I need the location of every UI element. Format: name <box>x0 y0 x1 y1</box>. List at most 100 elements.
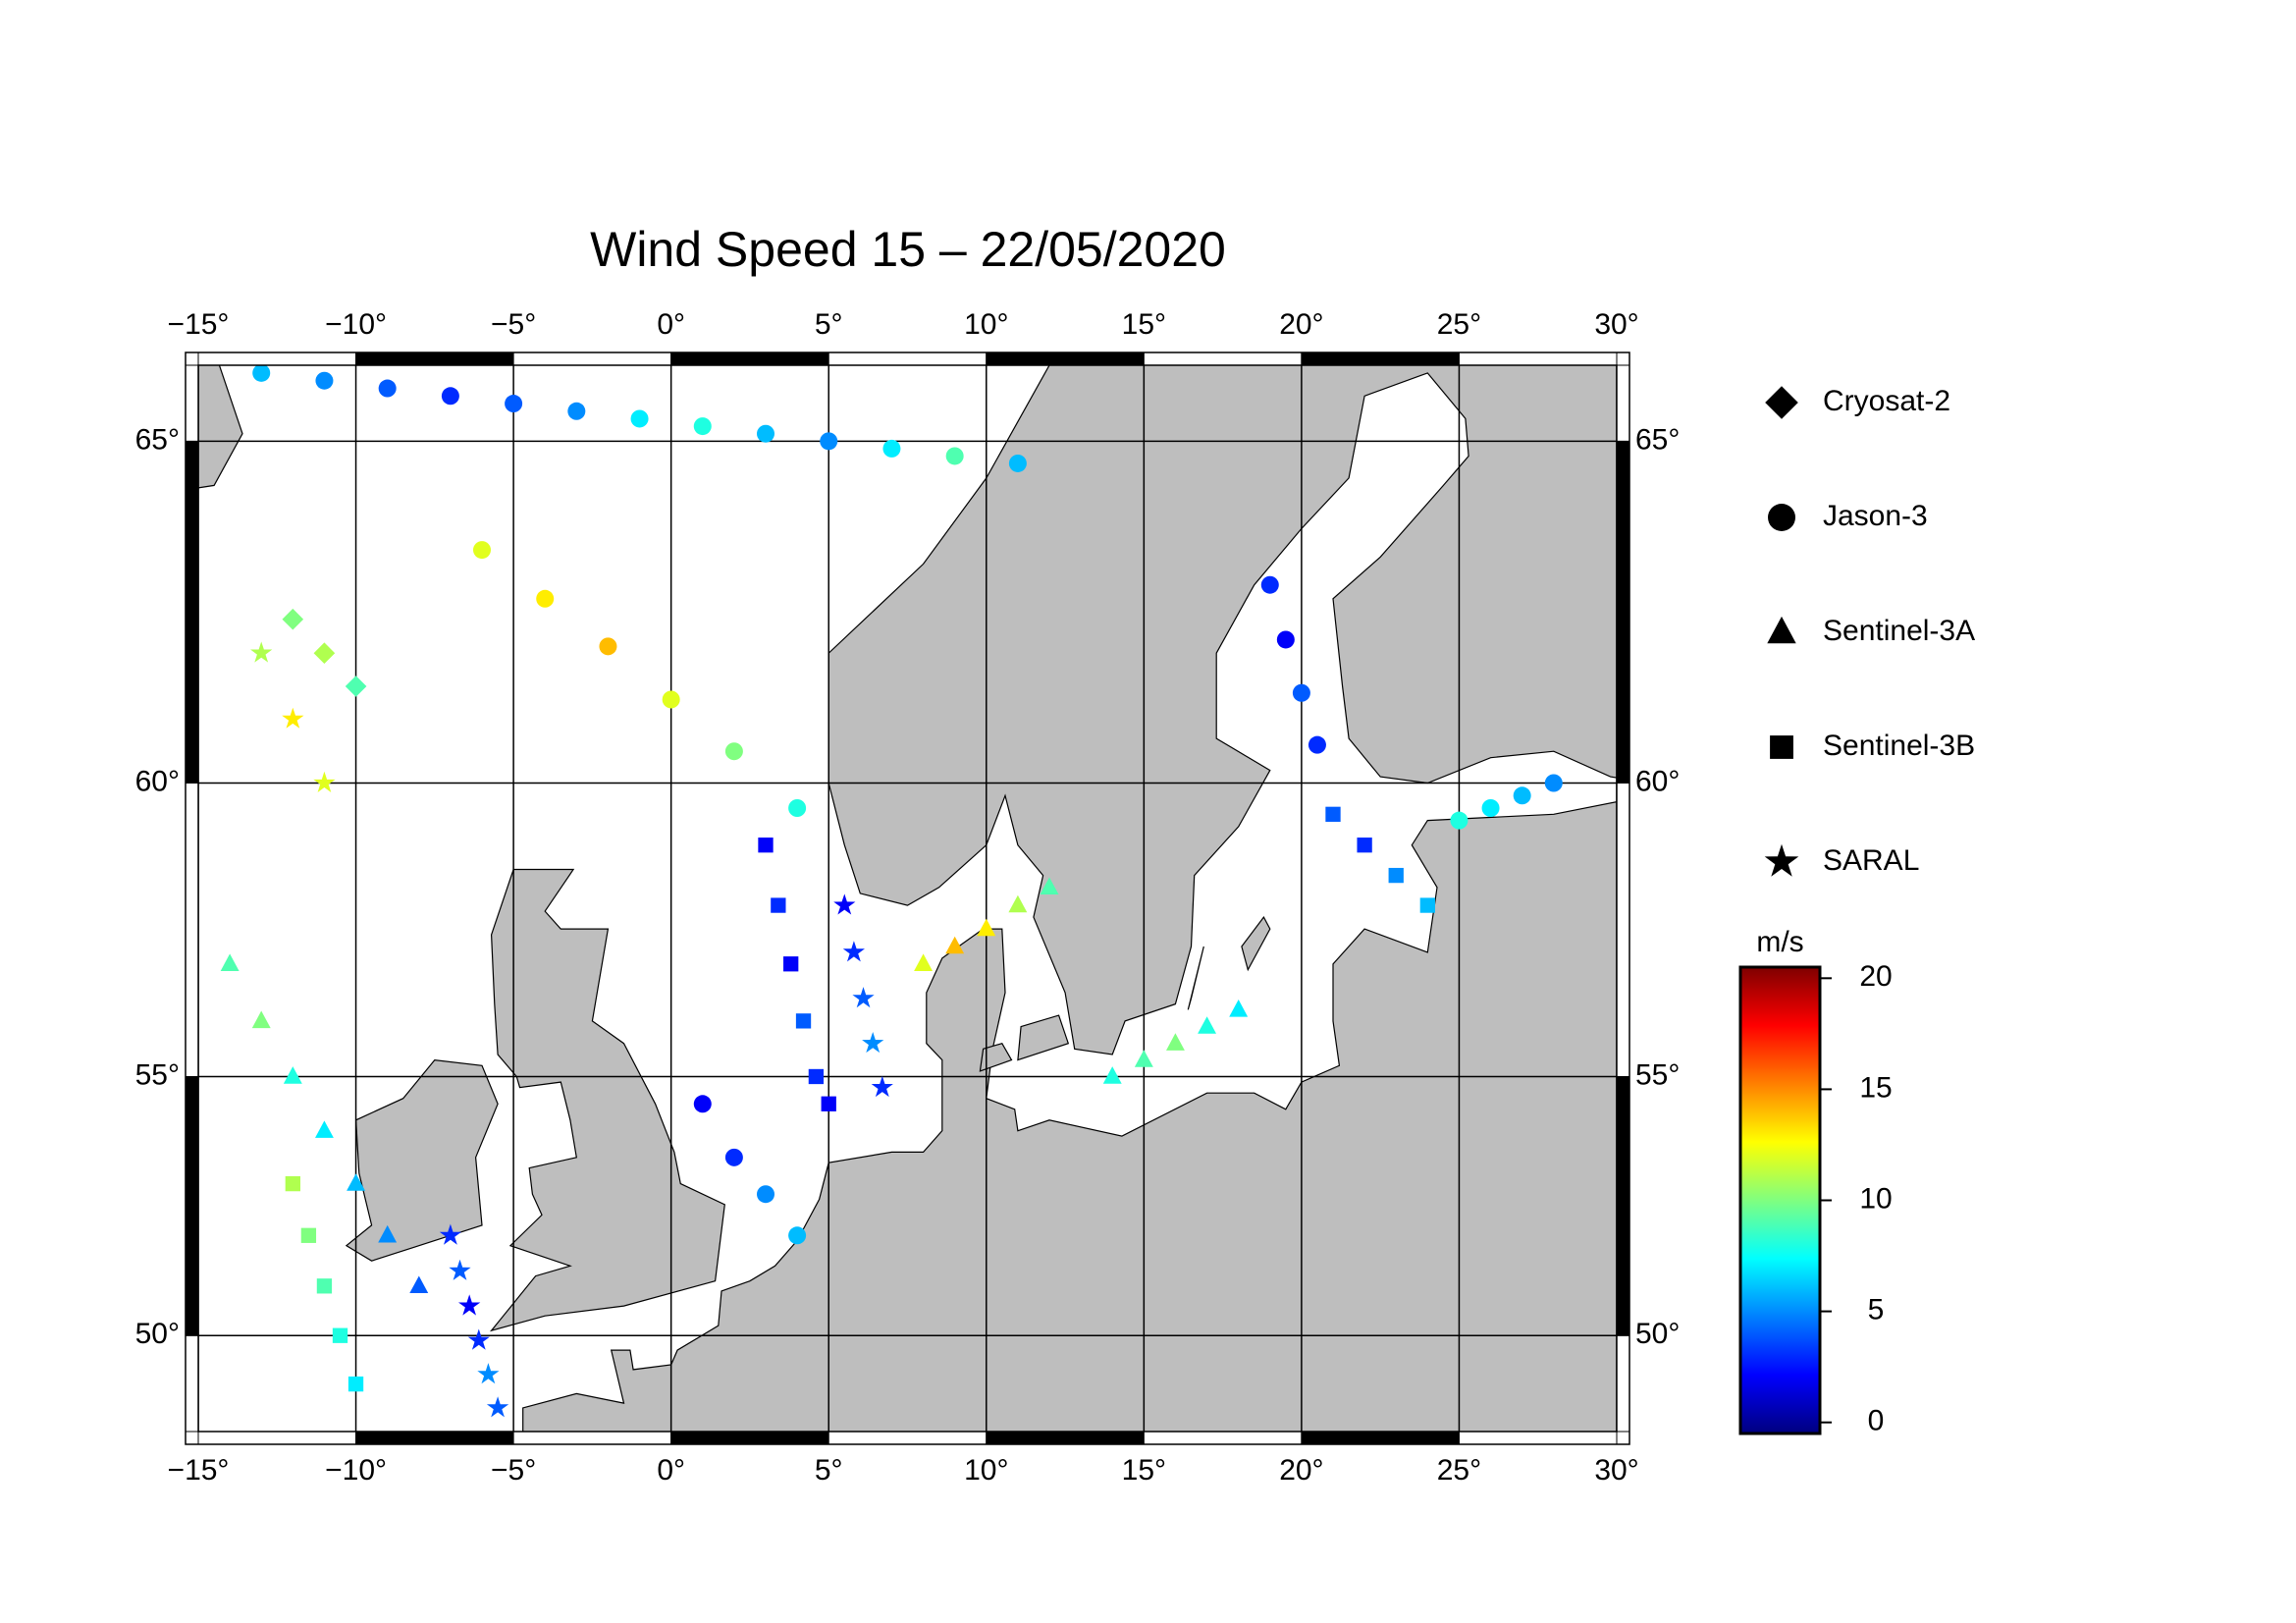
y-tick-label: 60° <box>1635 765 1680 797</box>
land <box>1017 1014 1070 1061</box>
marker-circle <box>1260 575 1279 594</box>
colorbar <box>1738 965 1822 1435</box>
marker-circle <box>788 1226 807 1245</box>
marker-square <box>285 1175 300 1192</box>
marker-circle <box>724 1148 743 1166</box>
frame-strip <box>1616 364 1630 442</box>
land <box>522 801 1617 1432</box>
outer-border <box>185 352 1630 1445</box>
marker-triangle <box>315 1120 334 1138</box>
marker-diamond <box>345 676 367 697</box>
marker-square <box>795 1013 812 1029</box>
x-tick-label: 5° <box>815 308 843 341</box>
x-tick-label: 15° <box>1122 1454 1166 1487</box>
x-tick-label: 15° <box>1122 308 1166 341</box>
frame-strip <box>197 1431 357 1445</box>
marker-star <box>1764 843 1799 877</box>
marker-circle <box>1513 786 1531 805</box>
frame-strip <box>1458 352 1618 366</box>
marker-triangle <box>1198 1016 1216 1034</box>
x-tick-label: −15° <box>168 1454 230 1487</box>
marker-circle <box>945 447 964 465</box>
legend-label: Sentinel-3A <box>1823 615 1975 647</box>
colorbar-tick-label: 20 <box>1859 960 1892 993</box>
land <box>1241 915 1271 972</box>
marker-square <box>1325 806 1341 822</box>
land <box>489 868 725 1332</box>
frame-strip <box>1143 352 1303 366</box>
frame-strip <box>1616 783 1630 1077</box>
frame-strip <box>986 352 1145 366</box>
land <box>828 365 1617 1055</box>
marker-square <box>1419 897 1435 913</box>
frame-strip <box>197 352 357 366</box>
marker-star <box>871 1075 893 1098</box>
marker-triangle <box>378 1224 398 1243</box>
colorbar-label: m/s <box>1756 926 1803 958</box>
x-tick-label: 30° <box>1594 308 1638 341</box>
marker-square <box>1357 838 1372 853</box>
frame-strip <box>185 783 199 1077</box>
marker-circle <box>1308 735 1326 754</box>
marker-triangle <box>1134 1050 1153 1067</box>
marker-circle <box>662 690 680 709</box>
frame-strip <box>185 1334 199 1433</box>
frame-strip <box>1616 440 1630 784</box>
marker-triangle <box>409 1275 429 1293</box>
marker-square <box>300 1227 317 1243</box>
x-tick-label: 0° <box>657 308 685 341</box>
marker-diamond <box>313 642 336 664</box>
marker-square <box>1770 735 1793 759</box>
marker-star <box>852 987 875 1008</box>
legend-label: Cryosat-2 <box>1823 385 1950 417</box>
x-tick-label: 10° <box>964 1454 1008 1487</box>
legend-label: SARAL <box>1823 844 1919 877</box>
marker-star <box>282 707 304 729</box>
frame: −15° −15° −10° −10° −5° −5° 0° 0° 5° 5° 10° 10° 15° 1… <box>135 308 1681 1487</box>
marker-star <box>449 1259 471 1280</box>
marker-square <box>771 897 786 913</box>
land-layer <box>198 365 1617 1432</box>
frame-strip <box>1458 1431 1618 1445</box>
x-tick-label: −5° <box>491 1454 536 1487</box>
frame-strip <box>828 352 988 366</box>
y-tick-label: 65° <box>135 423 180 456</box>
marker-square <box>758 838 774 853</box>
marker-square <box>821 1096 836 1111</box>
land <box>979 1042 1013 1072</box>
y-tick-label: 60° <box>135 765 180 797</box>
marker-circle <box>1450 811 1468 830</box>
marker-circle <box>1544 774 1563 792</box>
frame-strip <box>1301 352 1460 366</box>
marker-circle <box>1768 504 1795 531</box>
y-tick-label: 55° <box>1635 1058 1680 1091</box>
marker-star <box>486 1396 509 1418</box>
frame-strip <box>1616 1334 1630 1433</box>
legend-label: Sentinel-3B <box>1823 730 1975 762</box>
x-tick-label: −5° <box>491 308 536 341</box>
chart-title: Wind Speed 15 – 22/05/2020 <box>590 222 1226 277</box>
marker-star <box>313 771 336 792</box>
marker-triangle <box>220 953 240 971</box>
marker-star <box>477 1363 500 1384</box>
x-tick-label: 25° <box>1437 308 1481 341</box>
marker-circle <box>1008 454 1027 472</box>
plot-border <box>197 364 1618 1433</box>
marker-triangle <box>1040 877 1059 894</box>
marker-triangle <box>945 936 965 954</box>
y-tick-label: 50° <box>1635 1318 1680 1350</box>
marker-star <box>439 1223 461 1245</box>
marker-triangle <box>347 1173 365 1191</box>
marker-circle <box>315 371 334 390</box>
marker-square <box>808 1068 825 1085</box>
marker-circle <box>724 742 743 761</box>
y-tick-label: 50° <box>135 1318 180 1350</box>
x-tick-label: −15° <box>168 308 230 341</box>
frame-strip <box>355 1431 514 1445</box>
frame-strip <box>1143 1431 1303 1445</box>
marker-circle <box>599 637 617 656</box>
marker-circle <box>820 432 838 451</box>
marker-diamond <box>282 608 304 630</box>
marker-circle <box>788 799 807 818</box>
x-tick-label: 25° <box>1437 1454 1481 1487</box>
